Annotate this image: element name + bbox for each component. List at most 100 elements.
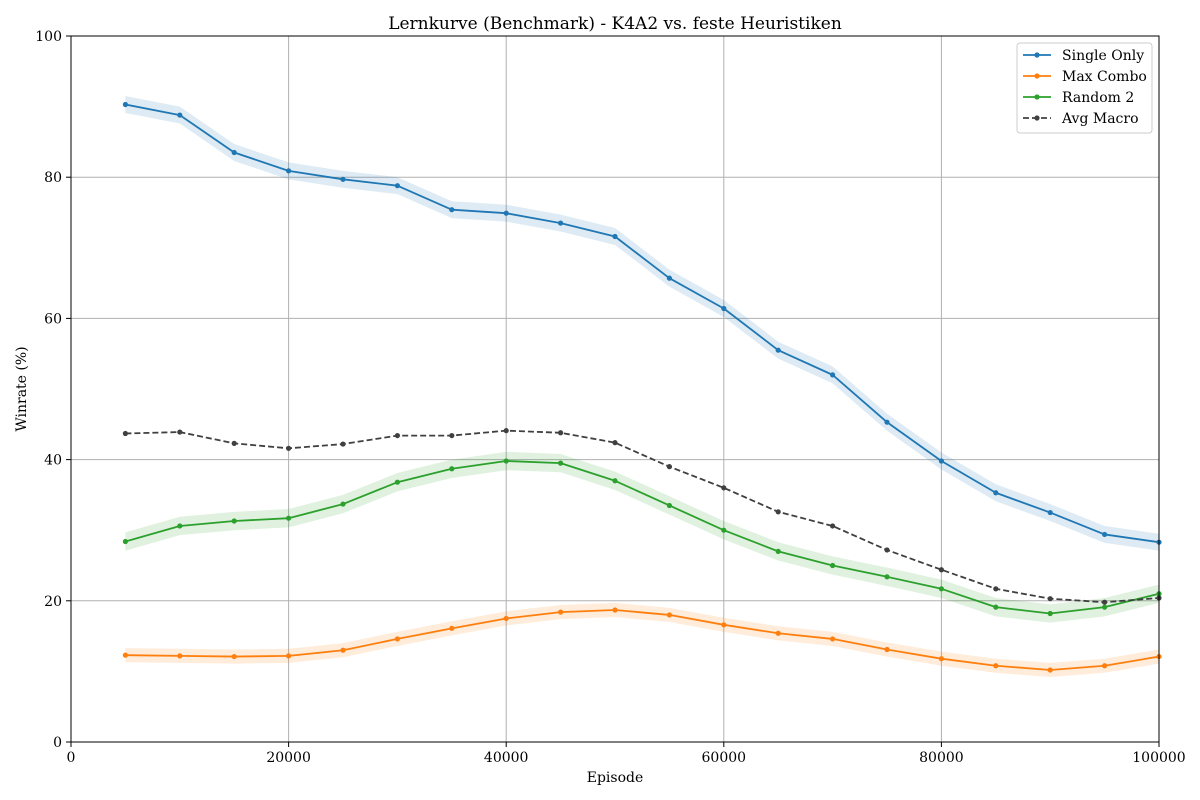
x-axis-label: Episode bbox=[587, 770, 644, 786]
y-tick-label: 40 bbox=[44, 453, 62, 469]
data-point bbox=[177, 112, 183, 118]
legend: Single Only Max Combo Random 2 Avg Macro bbox=[1016, 42, 1153, 134]
data-point bbox=[721, 622, 727, 628]
x-tick-label: 20000 bbox=[266, 750, 311, 766]
legend-label: Single Only bbox=[1062, 48, 1144, 64]
data-point bbox=[231, 653, 237, 660]
data-point bbox=[122, 101, 128, 108]
data-point bbox=[612, 478, 618, 484]
data-point bbox=[558, 430, 564, 436]
data-point bbox=[1102, 599, 1108, 605]
data-point bbox=[938, 656, 945, 662]
data-point bbox=[122, 652, 128, 658]
data-point bbox=[558, 220, 564, 226]
legend-marker bbox=[1034, 115, 1040, 121]
data-point bbox=[558, 460, 564, 466]
data-point bbox=[612, 440, 618, 446]
data-point bbox=[394, 636, 400, 642]
data-point bbox=[1047, 596, 1053, 602]
data-point bbox=[394, 479, 400, 485]
data-point bbox=[177, 429, 183, 435]
x-tick-label: 60000 bbox=[702, 750, 747, 766]
data-point bbox=[721, 485, 727, 491]
series-line bbox=[125, 103, 1160, 544]
data-point bbox=[666, 275, 673, 281]
data-point bbox=[286, 653, 292, 659]
legend-label: Max Combo bbox=[1062, 69, 1147, 85]
data-point bbox=[286, 515, 292, 521]
data-point bbox=[938, 458, 945, 464]
data-point bbox=[775, 509, 781, 515]
series-lines bbox=[122, 101, 1162, 673]
series-line bbox=[125, 609, 1160, 671]
data-point bbox=[1047, 667, 1053, 673]
data-point bbox=[666, 612, 673, 618]
data-point bbox=[394, 183, 400, 189]
data-point bbox=[612, 233, 618, 240]
data-point bbox=[340, 501, 346, 507]
data-point bbox=[177, 523, 183, 529]
grid bbox=[70, 35, 1160, 743]
data-point bbox=[884, 646, 890, 653]
data-point bbox=[231, 440, 237, 446]
legend-marker bbox=[1034, 94, 1040, 100]
x-tick-label: 40000 bbox=[484, 750, 529, 766]
data-point bbox=[1102, 531, 1108, 538]
x-tick-label: 100000 bbox=[1132, 750, 1185, 766]
series-line bbox=[125, 460, 1160, 615]
legend-marker bbox=[1034, 73, 1040, 79]
data-point bbox=[340, 176, 346, 182]
data-point bbox=[122, 430, 128, 437]
data-point bbox=[1047, 509, 1053, 516]
data-point bbox=[884, 419, 890, 425]
data-point bbox=[938, 586, 945, 592]
legend-label: Avg Macro bbox=[1061, 111, 1139, 127]
data-point bbox=[449, 207, 455, 213]
series-band bbox=[125, 602, 1159, 678]
data-point bbox=[231, 518, 237, 524]
y-axis-label: Winrate (%) bbox=[14, 346, 30, 431]
data-point bbox=[993, 490, 999, 496]
data-point bbox=[721, 527, 727, 533]
y-tick-label: 80 bbox=[44, 170, 62, 186]
data-point bbox=[558, 609, 564, 615]
data-point bbox=[993, 586, 999, 592]
data-point bbox=[775, 548, 781, 554]
data-point bbox=[830, 636, 836, 642]
data-point bbox=[177, 653, 183, 659]
data-point bbox=[503, 615, 509, 622]
legend-label: Random 2 bbox=[1062, 90, 1134, 106]
data-point bbox=[1102, 663, 1108, 669]
data-point bbox=[830, 562, 836, 569]
data-point bbox=[394, 432, 400, 439]
data-point bbox=[286, 445, 292, 451]
data-point bbox=[503, 458, 509, 464]
data-point bbox=[721, 305, 727, 312]
data-point bbox=[449, 432, 455, 439]
y-tick-label: 0 bbox=[53, 735, 62, 751]
data-point bbox=[449, 625, 455, 631]
y-tick-label: 60 bbox=[44, 311, 62, 327]
x-tick-label: 80000 bbox=[919, 750, 964, 766]
data-point bbox=[340, 647, 346, 653]
series-band bbox=[125, 96, 1159, 551]
data-point bbox=[1102, 604, 1108, 610]
data-point bbox=[993, 604, 999, 610]
plot-frame bbox=[70, 35, 1160, 743]
data-point bbox=[666, 502, 673, 509]
y-tick-label: 100 bbox=[35, 29, 62, 45]
data-point bbox=[884, 547, 890, 553]
data-point bbox=[830, 523, 836, 529]
data-point bbox=[938, 567, 945, 573]
y-tick-label: 20 bbox=[44, 594, 62, 610]
data-point bbox=[286, 168, 292, 174]
data-point bbox=[122, 538, 128, 545]
data-point bbox=[449, 466, 455, 472]
axis-ticks: 0 20000 40000 60000 80000 100000 0 20 40 60 80 100 bbox=[35, 29, 1185, 766]
x-tick-label: 0 bbox=[67, 750, 76, 766]
data-point bbox=[884, 574, 890, 580]
data-point bbox=[231, 149, 237, 156]
chart-title: Lernkurve (Benchmark) - K4A2 vs. feste H… bbox=[388, 14, 842, 34]
data-point bbox=[666, 464, 673, 470]
